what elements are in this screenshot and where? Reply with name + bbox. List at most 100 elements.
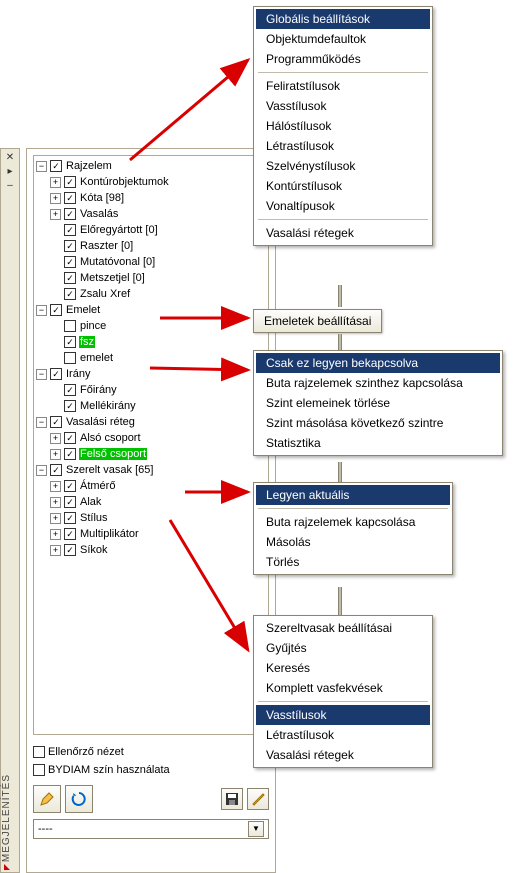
strip-icon-pin[interactable]: ▸	[4, 167, 16, 179]
menu-item[interactable]: Szint elemeinek törlése	[256, 393, 500, 413]
expander-icon[interactable]: +	[50, 433, 61, 444]
bottom-dropdown[interactable]: ---- ▼	[33, 819, 269, 839]
tree-node-emelet1[interactable]: emelet	[36, 350, 266, 366]
emeletek-button[interactable]: Emeletek beállításai	[253, 309, 382, 333]
tree-node-multi[interactable]: +Multiplikátor	[36, 526, 266, 542]
checkbox[interactable]	[64, 224, 76, 236]
menu-item[interactable]: Gyűjtés	[256, 638, 430, 658]
menu-item[interactable]: Szelvénystílusok	[256, 156, 430, 176]
checkbox[interactable]	[50, 416, 62, 428]
menu-item[interactable]: Vasstílusok	[256, 96, 430, 116]
tree-node-alak[interactable]: +Alak	[36, 494, 266, 510]
menu-item[interactable]: Buta rajzelemek kapcsolása	[256, 512, 450, 532]
tree-node-kota[interactable]: +Kóta [98]	[36, 190, 266, 206]
checkbox[interactable]	[64, 544, 76, 556]
expander-icon[interactable]: +	[50, 513, 61, 524]
menu-item[interactable]: Szint másolása következő szintre	[256, 413, 500, 433]
tree-node-emelet[interactable]: −Emelet	[36, 302, 266, 318]
context-menu-szint[interactable]: Csak ez legyen bekapcsolvaButa rajzeleme…	[253, 350, 503, 456]
checkbox[interactable]	[50, 368, 62, 380]
tree-node-mellek[interactable]: Mellékirány	[36, 398, 266, 414]
menu-item[interactable]: Vasalási rétegek	[256, 745, 430, 765]
checkbox[interactable]	[64, 432, 76, 444]
menu-item[interactable]: Hálóstílusok	[256, 116, 430, 136]
tree-node-elore[interactable]: Előregyártott [0]	[36, 222, 266, 238]
context-menu-szerelt[interactable]: Szereltvasak beállításaiGyűjtésKeresésKo…	[253, 615, 433, 768]
menu-item[interactable]: Vasalási rétegek	[256, 223, 430, 243]
tree-node-raszter[interactable]: Raszter [0]	[36, 238, 266, 254]
menu-item[interactable]: Törlés	[256, 552, 450, 572]
expander-icon[interactable]: +	[50, 529, 61, 540]
expander-icon[interactable]: +	[50, 209, 61, 220]
expander-icon[interactable]: −	[36, 161, 47, 172]
expander-icon[interactable]: −	[36, 465, 47, 476]
expander-icon[interactable]: +	[50, 177, 61, 188]
checkbox[interactable]	[64, 192, 76, 204]
checkbox[interactable]	[64, 272, 76, 284]
menu-item[interactable]: Keresés	[256, 658, 430, 678]
expander-icon[interactable]: +	[50, 497, 61, 508]
chk-bydiam[interactable]	[33, 764, 45, 776]
checkbox[interactable]	[64, 176, 76, 188]
tree-node-mutato[interactable]: Mutatóvonal [0]	[36, 254, 266, 270]
tree-node-irany[interactable]: −Irány	[36, 366, 266, 382]
tree-node-zsalu[interactable]: Zsalu Xref	[36, 286, 266, 302]
menu-item[interactable]: Másolás	[256, 532, 450, 552]
checkbox[interactable]	[50, 304, 62, 316]
checkbox[interactable]	[64, 240, 76, 252]
menu-item[interactable]: Statisztika	[256, 433, 500, 453]
tree-node-atmero[interactable]: +Átmérő	[36, 478, 266, 494]
expander-icon[interactable]: +	[50, 481, 61, 492]
strip-icon-close[interactable]: ✕	[4, 153, 16, 165]
tree-node-stilus[interactable]: +Stílus	[36, 510, 266, 526]
expander-icon[interactable]: +	[50, 545, 61, 556]
expander-icon[interactable]: +	[50, 449, 61, 460]
checkbox[interactable]	[64, 496, 76, 508]
tree-node-metszet[interactable]: Metszetjel [0]	[36, 270, 266, 286]
context-menu-global[interactable]: Globális beállításokObjektumdefaultokPro…	[253, 6, 433, 246]
checkbox[interactable]	[64, 352, 76, 364]
tree-node-also[interactable]: +Alsó csoport	[36, 430, 266, 446]
menu-item[interactable]: Kontúrstílusok	[256, 176, 430, 196]
menu-item[interactable]: Globális beállítások	[256, 9, 430, 29]
menu-item[interactable]: Programműködés	[256, 49, 430, 69]
checkbox[interactable]	[64, 512, 76, 524]
checkbox[interactable]	[64, 400, 76, 412]
checkbox[interactable]	[50, 464, 62, 476]
menu-item[interactable]: Vonaltípusok	[256, 196, 430, 216]
tree-node-rajzelem[interactable]: −Rajzelem	[36, 158, 266, 174]
expander-icon[interactable]: −	[36, 417, 47, 428]
refresh-button[interactable]	[65, 785, 93, 813]
menu-item[interactable]: Feliratstílusok	[256, 76, 430, 96]
tree-node-foirany[interactable]: Főirány	[36, 382, 266, 398]
checkbox[interactable]	[64, 256, 76, 268]
checkbox[interactable]	[64, 384, 76, 396]
expander-icon[interactable]: −	[36, 305, 47, 316]
tree-view[interactable]: −Rajzelem+Kontúrobjektumok+Kóta [98]+Vas…	[33, 155, 269, 735]
tree-node-felso[interactable]: +Felső csoport	[36, 446, 266, 462]
tree-node-szerelt[interactable]: −Szerelt vasak [65]	[36, 462, 266, 478]
expander-icon[interactable]: +	[50, 193, 61, 204]
checkbox[interactable]	[50, 160, 62, 172]
save-button[interactable]	[221, 788, 243, 810]
tree-node-pince[interactable]: pince	[36, 318, 266, 334]
menu-item[interactable]: Vasstílusok	[256, 705, 430, 725]
menu-item[interactable]: Objektumdefaultok	[256, 29, 430, 49]
expander-icon[interactable]: −	[36, 369, 47, 380]
menu-item[interactable]: Létrastílusok	[256, 136, 430, 156]
menu-item[interactable]: Létrastílusok	[256, 725, 430, 745]
checkbox[interactable]	[64, 288, 76, 300]
menu-item[interactable]: Komplett vasfekvések	[256, 678, 430, 698]
pencil-button[interactable]	[33, 785, 61, 813]
checkbox[interactable]	[64, 448, 76, 460]
menu-item[interactable]: Szereltvasak beállításai	[256, 618, 430, 638]
context-menu-aktualis[interactable]: Legyen aktuálisButa rajzelemek kapcsolás…	[253, 482, 453, 575]
strip-icon-min[interactable]: –	[4, 181, 16, 193]
checkbox[interactable]	[64, 480, 76, 492]
checkbox[interactable]	[64, 208, 76, 220]
checkbox[interactable]	[64, 528, 76, 540]
checkbox[interactable]	[64, 336, 76, 348]
tree-node-fsz[interactable]: fsz	[36, 334, 266, 350]
tree-node-sikok[interactable]: +Síkok	[36, 542, 266, 558]
tree-node-vasreteg[interactable]: −Vasalási réteg	[36, 414, 266, 430]
